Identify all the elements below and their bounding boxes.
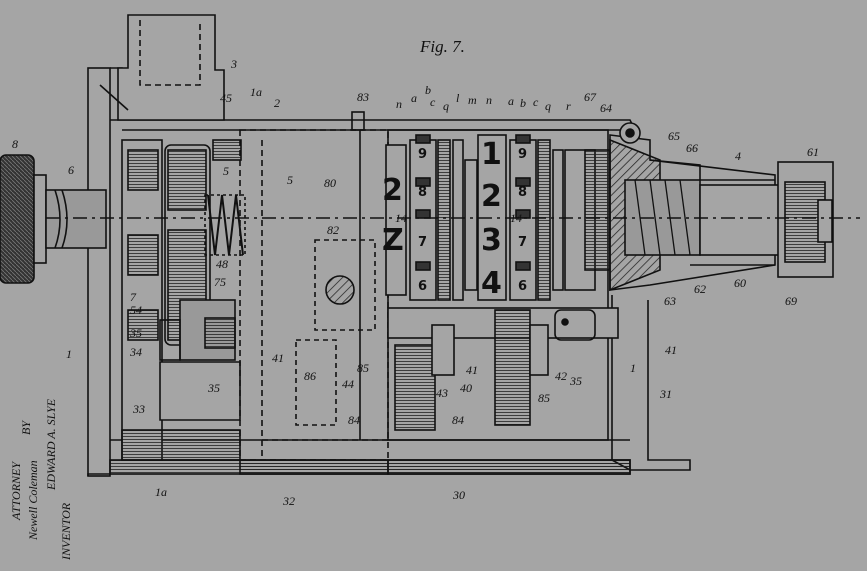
knob-8 [0,154,35,284]
large-wheel-digit: 2 [481,179,502,214]
small-wheel-left-digit: 8 [418,185,427,200]
ref-numeral: a [508,94,514,108]
ref-numeral: 14 [395,211,407,225]
ref-numeral: 3 [230,57,237,71]
ref-numeral: 14 [510,211,522,225]
small-wheel-right-digit: 7 [518,235,527,250]
attorney-label: ATTORNEY [9,461,23,521]
digit-wheel-left [409,139,437,301]
ref-numeral: 63 [664,294,676,308]
ref-numeral: 6 [68,163,74,177]
ref-numeral: n [396,97,402,111]
small-wheel-left-digit: 6 [418,279,427,294]
ref-numeral: 5 [287,173,293,187]
ref-numeral: a [411,91,417,105]
ref-numeral: q [443,99,449,113]
ref-numeral: m [468,93,477,107]
ref-numeral: r [566,99,571,113]
ref-numeral: 4 [735,149,741,163]
ref-numeral: 48 [216,257,228,271]
ref-numeral: 34 [129,345,142,359]
ref-numeral: 60 [734,276,746,290]
large-wheel-digit: 1 [481,137,502,172]
small-wheel-right-digit: 8 [518,185,527,200]
ref-numeral: 40 [460,381,472,395]
ref-numeral: 65 [668,129,680,143]
ref-numeral: 85 [538,391,550,405]
ref-numeral: 35 [207,381,220,395]
ref-numeral: 32 [282,494,295,508]
by-label: BY [19,420,33,435]
ref-numeral: 41 [466,363,478,377]
digit-wheel-right [509,139,537,301]
ref-numeral: 41 [272,351,284,365]
ref-numeral: 75 [214,275,226,289]
inventor-name: EDWARD A. SLYE [44,398,58,491]
signature-block: INVENTOR EDWARD A. SLYE BY Newell Colema… [9,398,73,561]
ref-numeral: 64 [600,101,612,115]
ref-numeral: 82 [327,223,339,237]
attorney-signature: Newell Coleman [26,460,40,541]
ref-numeral: 33 [132,402,145,416]
ref-numeral: 35 [569,374,582,388]
block-3 [117,14,225,121]
shaft-6 [45,189,107,249]
small-wheel-right-digit: 6 [518,279,527,294]
ref-numeral: 62 [694,282,706,296]
ref-numeral: 69 [785,294,797,308]
ref-numeral: 61 [807,145,819,159]
ref-numeral: 85 [357,361,369,375]
reference-numerals: 1 1a 1a 2 3 4 5 5 6 7 8 14 14 30 31 32 3… [12,57,819,508]
small-wheel-left-digit: 7 [418,235,427,250]
ref-numeral: 44 [342,377,354,391]
ref-numeral: 1 [630,361,636,375]
ref-numeral: 8 [12,137,18,151]
small-wheel-left-digit: 9 [418,147,427,162]
ref-numeral: 43 [436,386,448,400]
ref-numeral: 1 [66,347,72,361]
ref-numeral: 54 [130,303,142,317]
ref-numeral: q [545,99,551,113]
ref-numeral: l [456,91,460,105]
side-frame [87,67,111,477]
ref-numeral: c [430,95,436,109]
ref-numeral: 1a [250,85,262,99]
ref-numeral: 30 [452,488,465,502]
ref-numeral: c [533,95,539,109]
ref-numeral: 1a [155,485,167,499]
ref-numeral: 2 [274,96,280,110]
ref-numeral: 42 [555,369,567,383]
spring-5 [207,194,244,256]
ref-numeral: 80 [324,176,336,190]
ref-numeral: 84 [452,413,464,427]
ref-numeral: 41 [665,343,677,357]
ref-numeral: 67 [584,90,597,104]
ref-numeral: 45 [220,91,232,105]
small-wheel-right-digit: 9 [518,147,527,162]
large-wheel-digit: 3 [481,223,502,258]
ref-numeral: 83 [357,90,369,104]
ref-numeral: 66 [686,141,698,155]
ref-numeral: n [486,93,492,107]
ref-numeral: 31 [659,387,672,401]
ref-numeral: b [520,96,526,110]
shaft-82 [325,275,355,305]
ref-numeral: 84 [348,413,360,427]
ref-numeral: b [425,83,431,97]
ref-numeral: 86 [304,369,316,383]
figure-label: Fig. 7. [419,37,465,56]
inventor-title: INVENTOR [59,502,73,561]
ref-numeral: 35 [129,326,142,340]
large-wheel-digit: 4 [481,266,502,301]
left-wheel-digit: 2 [382,173,403,208]
ref-numeral: 7 [130,290,137,304]
left-wheel-digit: Z [382,223,404,258]
right-frame [611,295,691,471]
ref-numeral: 5 [223,164,229,178]
